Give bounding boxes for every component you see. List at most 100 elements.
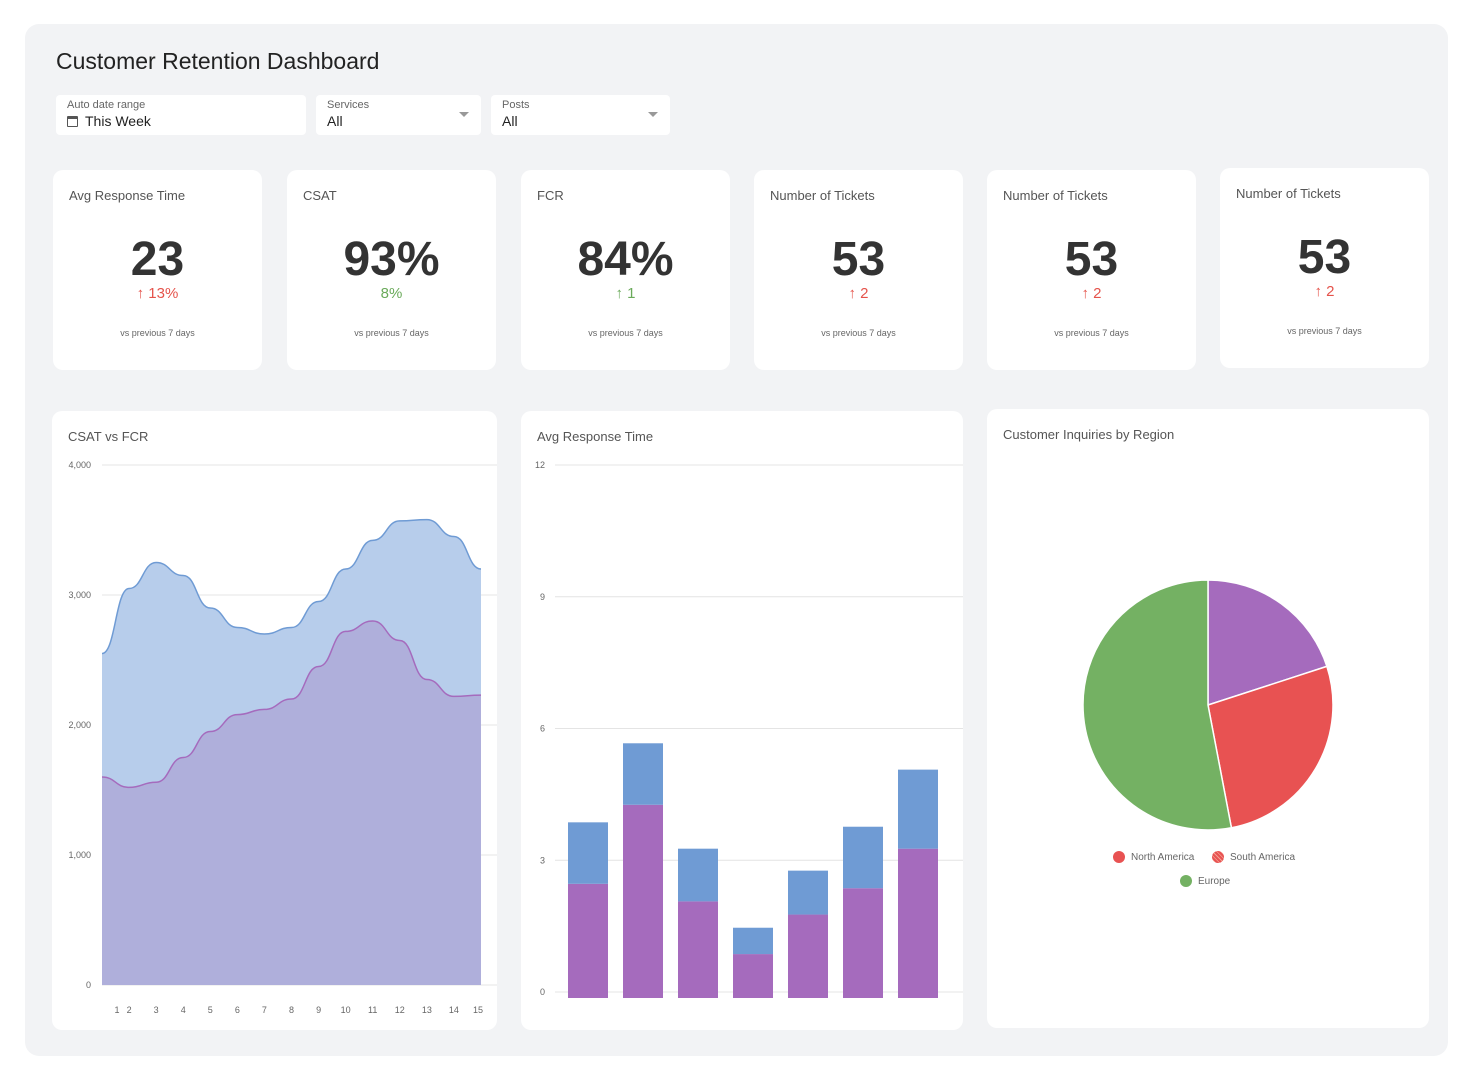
services-filter[interactable]: Services All <box>316 95 481 135</box>
legend-item[interactable]: South America <box>1212 851 1295 863</box>
area-series-line <box>101 518 482 655</box>
kpi-delta: 8% <box>380 285 403 302</box>
bar-segment <box>623 804 663 998</box>
kpi-delta: ↑ 2 <box>1081 285 1102 302</box>
bar-segment <box>623 743 663 805</box>
kpi-delta: ↑ 2 <box>1314 283 1335 300</box>
chevron-down-icon <box>459 112 469 117</box>
legend-label: North America <box>1131 851 1195 863</box>
x-tick-label: 6 <box>235 1005 240 1015</box>
kpi-delta: ↑ 13% <box>136 285 179 302</box>
chevron-down-icon <box>648 112 658 117</box>
kpi-title: Number of Tickets <box>1003 188 1108 203</box>
bar-segment <box>568 822 608 884</box>
kpi-title: CSAT <box>303 188 337 203</box>
kpi-value: 23 <box>130 233 185 286</box>
legend-swatch <box>1180 875 1192 887</box>
filter-value: All <box>327 113 343 129</box>
legend-swatch <box>1212 851 1224 863</box>
filter-value: This Week <box>85 113 151 129</box>
x-tick-label: 1 <box>114 1005 119 1015</box>
filter-label: Posts <box>502 99 530 111</box>
kpi-value: 93% <box>343 233 440 286</box>
pie-slice <box>1207 579 1328 707</box>
kpi-subtitle: vs previous 7 days <box>1287 326 1362 336</box>
x-tick-label: 13 <box>422 1005 432 1015</box>
filter-value: All <box>502 113 518 129</box>
x-tick-label: 4 <box>181 1005 186 1015</box>
x-tick-label: 15 <box>473 1005 483 1015</box>
chart-title: Avg Response Time <box>537 429 654 444</box>
area-series-line <box>101 620 482 789</box>
pie-slice <box>1082 579 1233 831</box>
date-range-filter[interactable]: Auto date range This Week <box>56 95 306 135</box>
bar-segment <box>898 848 938 998</box>
posts-filter[interactable]: Posts All <box>491 95 670 135</box>
y-tick-label: 3,000 <box>68 590 91 600</box>
kpi-card: FCR 84% ↑ 1 vs previous 7 days <box>521 170 730 370</box>
bar-segment <box>843 888 883 998</box>
kpi-title: Number of Tickets <box>1236 186 1341 201</box>
kpi-card: Number of Tickets 53 ↑ 2 vs previous 7 d… <box>754 170 963 370</box>
kpi-title: Number of Tickets <box>770 188 875 203</box>
x-tick-label: 7 <box>262 1005 267 1015</box>
kpi-subtitle: vs previous 7 days <box>821 328 896 338</box>
y-tick-label: 2,000 <box>68 720 91 730</box>
kpi-title: Avg Response Time <box>69 188 186 203</box>
kpi-subtitle: vs previous 7 days <box>354 328 429 338</box>
bar-segment <box>898 769 938 849</box>
chart-title: Customer Inquiries by Region <box>1003 427 1175 442</box>
legend-label: Europe <box>1198 875 1231 887</box>
area-series-fill <box>102 621 481 985</box>
bar-segment <box>788 870 828 915</box>
x-tick-label: 14 <box>449 1005 459 1015</box>
bar-segment <box>788 914 828 998</box>
y-tick-label: 6 <box>540 724 545 734</box>
kpi-subtitle: vs previous 7 days <box>588 328 663 338</box>
x-tick-label: 5 <box>208 1005 213 1015</box>
legend-label: South America <box>1230 851 1296 863</box>
bar-segment <box>733 954 773 998</box>
bar-segment <box>733 927 773 955</box>
kpi-title: FCR <box>537 188 564 203</box>
kpi-value: 53 <box>1064 233 1119 286</box>
x-tick-label: 8 <box>289 1005 294 1015</box>
kpi-subtitle: vs previous 7 days <box>1054 328 1129 338</box>
y-tick-label: 3 <box>540 855 545 865</box>
kpi-card: Number of Tickets 53 ↑ 2 vs previous 7 d… <box>987 170 1196 370</box>
bar-segment <box>678 901 718 998</box>
filter-label: Auto date range <box>67 99 146 111</box>
legend-item[interactable]: North America <box>1113 851 1194 863</box>
legend-item[interactable]: Europe <box>1180 875 1230 887</box>
kpi-delta: ↑ 1 <box>615 285 636 302</box>
chart-title: CSAT vs FCR <box>68 429 149 444</box>
kpi-card: Avg Response Time 23 ↑ 13% vs previous 7… <box>53 170 262 370</box>
x-tick-label: 10 <box>341 1005 351 1015</box>
bar-segment <box>678 848 718 902</box>
kpi-card: CSAT 93% 8% vs previous 7 days <box>287 170 496 370</box>
y-tick-label: 12 <box>535 460 545 470</box>
kpi-delta: ↑ 2 <box>848 285 869 302</box>
x-tick-label: 11 <box>368 1005 377 1015</box>
page-title: Customer Retention Dashboard <box>56 48 380 74</box>
legend-swatch <box>1113 851 1125 863</box>
x-tick-label: 3 <box>154 1005 159 1015</box>
kpi-value: 53 <box>1297 231 1352 284</box>
y-tick-label: 0 <box>540 987 545 997</box>
y-tick-label: 4,000 <box>68 460 91 470</box>
y-tick-label: 1,000 <box>68 850 91 860</box>
kpi-value: 84% <box>577 233 674 286</box>
filter-label: Services <box>327 99 370 111</box>
y-tick-label: 9 <box>540 592 545 602</box>
kpi-value: 53 <box>831 233 886 286</box>
bar-segment <box>843 826 883 889</box>
x-tick-label: 9 <box>316 1005 321 1015</box>
pie-slice <box>1207 665 1334 829</box>
calendar-icon <box>67 116 78 127</box>
kpi-subtitle: vs previous 7 days <box>120 328 195 338</box>
x-tick-label: 12 <box>395 1005 405 1015</box>
y-tick-label: 0 <box>86 980 91 990</box>
kpi-card: Number of Tickets 53 ↑ 2 vs previous 7 d… <box>1220 168 1429 368</box>
x-tick-label: 2 <box>127 1005 132 1015</box>
